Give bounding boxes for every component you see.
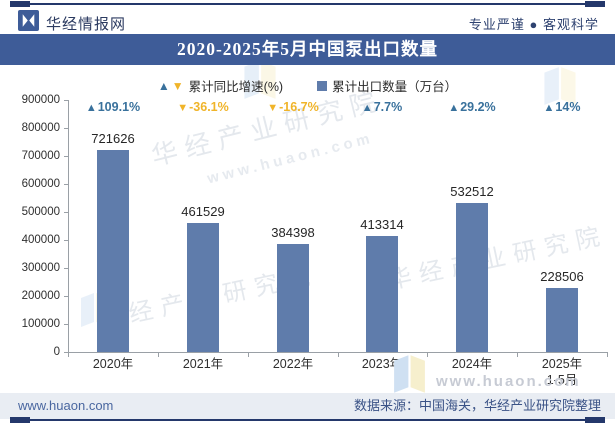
y-axis-tick [64,268,68,269]
y-axis-tick [64,352,68,353]
growth-value: 7.7% [373,100,403,114]
footer-site-url: www.huaon.com [18,398,114,413]
legend-volume-label: 累计出口数量（万台） [332,80,458,94]
up-triangle-icon: ▲ [543,102,555,114]
y-axis-tick-label: 600000 [21,178,60,190]
y-axis-tick [64,324,68,325]
x-axis-tick [607,352,608,357]
site-slogan: 专业严谨 ● 客观科学 [468,17,599,32]
footer-data-source: 数据来源：中国海关，华经产业研究院整理 [353,398,601,413]
y-axis-tick [64,240,68,241]
y-axis-tick [64,184,68,185]
y-axis-tick-label: 800000 [21,122,60,134]
up-triangle-icon: ▲ [85,102,97,114]
growth-value: 14% [555,100,581,114]
growth-value: 29.2% [460,100,496,114]
y-axis-tick [64,296,68,297]
x-axis-tick [158,352,159,357]
x-axis-tick [517,352,518,357]
x-axis-line [68,352,607,353]
y-axis-tick [64,156,68,157]
bottom-rule-left-cap [10,417,30,423]
x-axis-category-label: 2025年 1-5月 [541,357,583,387]
legend: ▲ ▼ 累计同比增速(%) 累计出口数量（万台） [0,76,615,95]
growth-label: ▼-36.1% [155,100,251,114]
x-axis-category-label: 2021年 [182,357,224,371]
x-axis-tick [68,352,69,357]
chart-title: 2020-2025年5月中国泵出口数量 [176,39,439,59]
x-axis-category-label: 2024年 [451,357,493,371]
top-rule [10,3,605,5]
x-axis-category-label: 2020年 [92,357,134,371]
growth-value: 109.1% [97,100,141,114]
top-rule-right-cap [585,1,605,7]
growth-label: ▲109.1% [65,100,161,114]
top-rule-left-cap [10,1,30,7]
title-bar: 2020-2025年5月中国泵出口数量 [0,34,615,65]
y-axis-tick-label: 900000 [21,94,60,106]
growth-label: ▲29.2% [424,100,520,114]
bar-value-label: 413314 [360,217,404,232]
y-axis-tick-label: 0 [53,346,60,358]
bar [97,150,129,352]
y-axis-tick-label: 300000 [21,262,60,274]
y-axis-tick-label: 700000 [21,150,60,162]
y-axis-tick-label: 100000 [21,318,60,330]
watermark-url: www.huaon.com [436,373,581,390]
x-axis-tick [338,352,339,357]
bottom-rule-right-cap [585,417,605,423]
x-axis-tick [248,352,249,357]
bar-value-label: 384398 [271,225,315,240]
growth-label: ▲7.7% [334,100,430,114]
y-axis-line [68,100,69,352]
up-triangle-icon: ▲ [361,102,373,114]
bar [546,288,578,352]
growth-value: -16.7% [279,100,319,114]
bar [366,236,398,352]
legend-growth-label: 累计同比增速(%) [188,80,284,94]
bar [187,223,219,352]
growth-label: ▲14% [514,100,610,114]
x-axis-category-label: 2023年 [361,357,403,371]
bar-value-label: 228506 [540,269,584,284]
y-axis-tick-label: 500000 [21,206,60,218]
x-axis-tick [427,352,428,357]
bottom-rule [10,419,605,421]
y-axis-tick-label: 400000 [21,234,60,246]
square-icon [317,80,328,91]
y-axis-tick [64,212,68,213]
down-triangle-icon: ▼ [267,102,279,114]
bar [277,244,309,352]
legend-item-growth: ▲ ▼ 累计同比增速(%) [158,76,283,95]
y-axis-tick [64,128,68,129]
bar-value-label: 721626 [91,131,135,146]
y-axis-tick [64,100,68,101]
growth-value: -36.1% [189,100,229,114]
y-axis-tick-label: 200000 [21,290,60,302]
down-triangle-icon: ▼ [171,78,184,93]
down-triangle-icon: ▼ [177,102,189,114]
footer-bar: www.huaon.com 数据来源：中国海关，华经产业研究院整理 [0,393,615,419]
up-triangle-icon: ▲ [448,102,460,114]
site-name: 华经情报网 [46,16,127,33]
bar [456,203,488,352]
x-axis-category-label: 2022年 [272,357,314,371]
up-triangle-icon: ▲ [157,78,170,93]
bar-value-label: 532512 [450,184,494,199]
site-logo-icon [18,10,39,31]
growth-label: ▼-16.7% [245,100,341,114]
bar-value-label: 461529 [181,204,225,219]
legend-item-volume: 累计出口数量（万台） [317,76,457,95]
